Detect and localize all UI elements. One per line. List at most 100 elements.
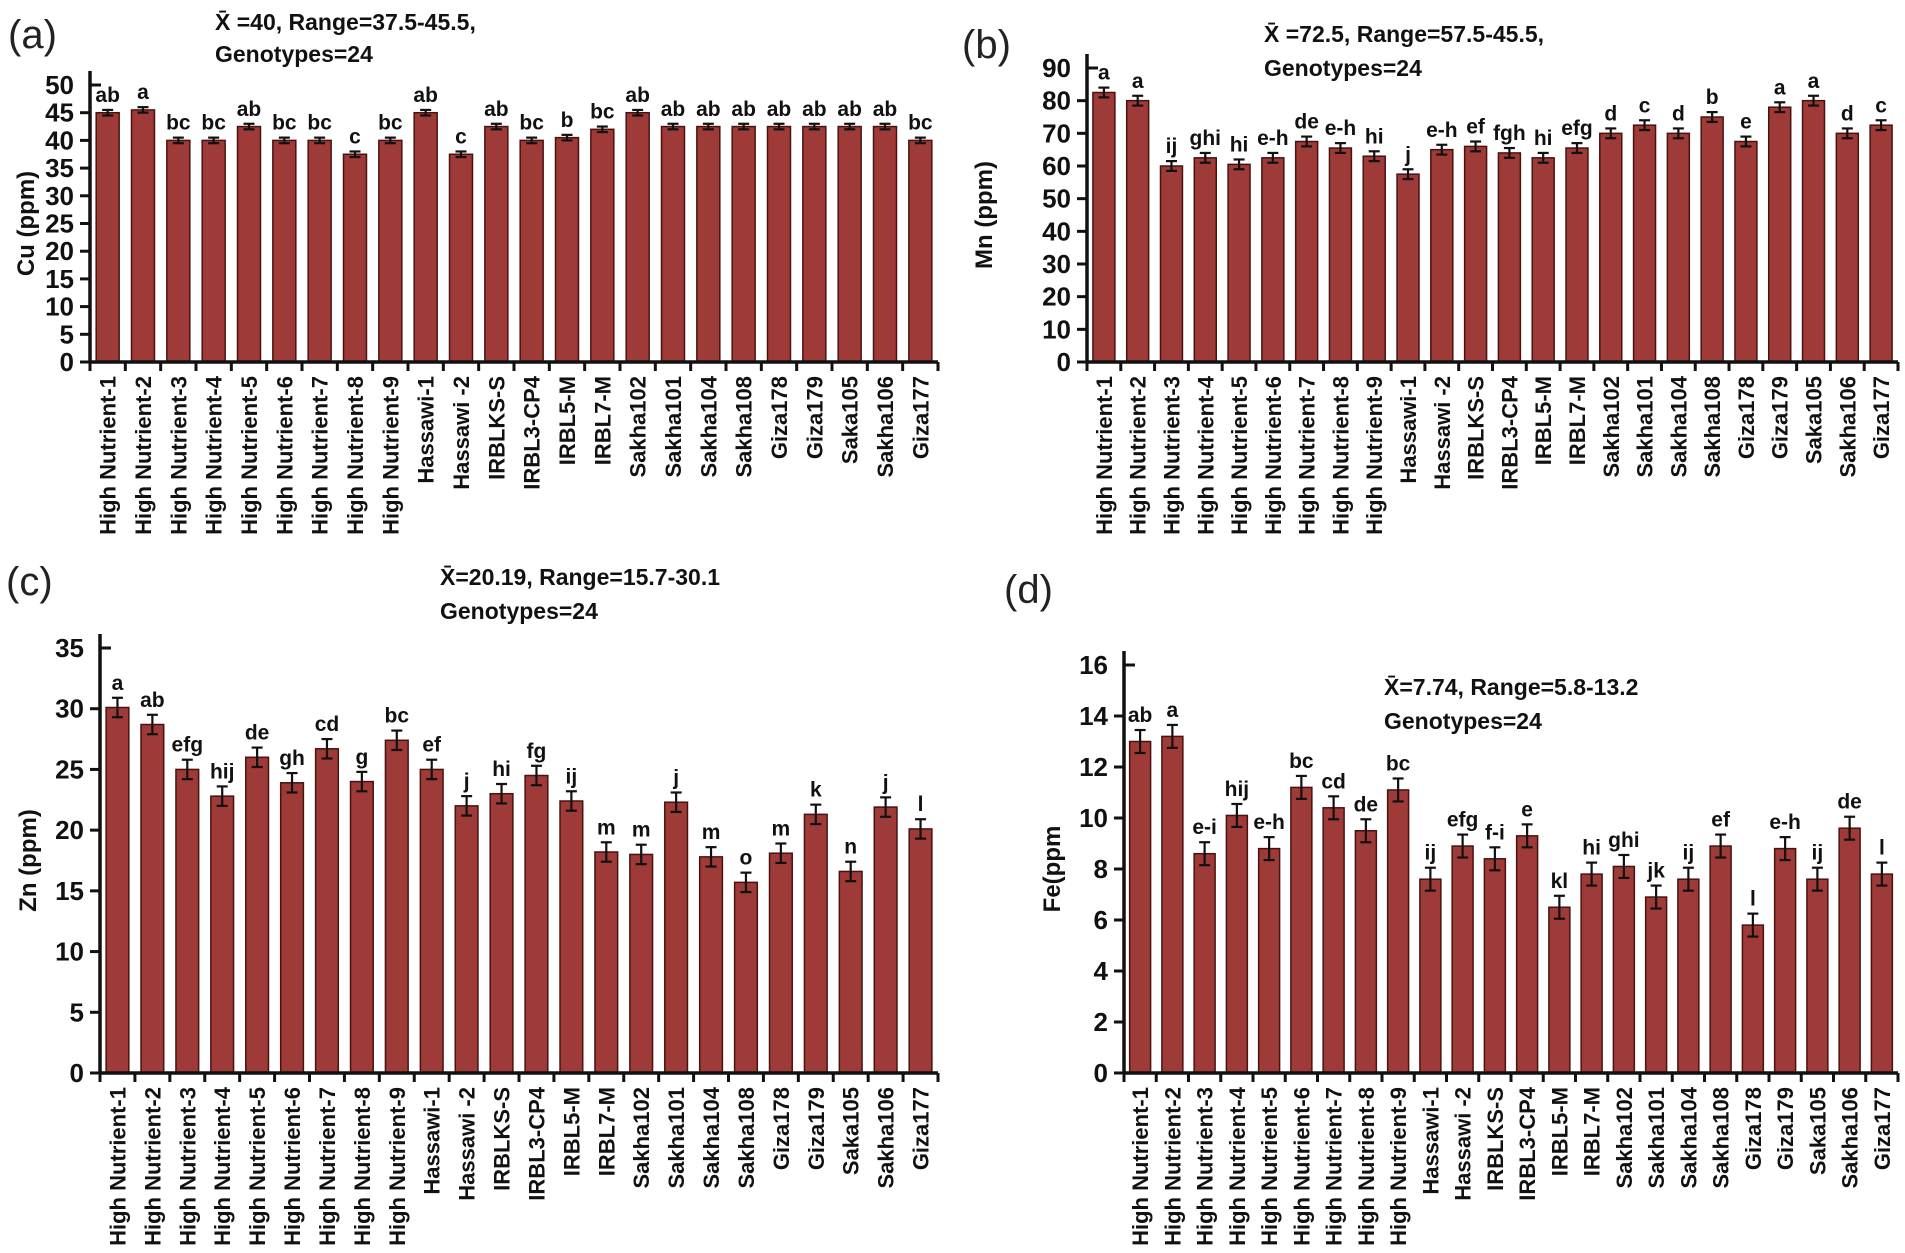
x-tick-label: Sakha106	[1835, 376, 1860, 478]
x-tick-label: Sakha108	[1700, 376, 1725, 478]
x-tick-label: IRBLKS-S	[484, 376, 509, 480]
significance-letter: ab	[661, 98, 686, 121]
bar	[130, 109, 156, 363]
bar	[166, 139, 191, 363]
x-tick-label: High Nutrient-9	[378, 376, 403, 535]
significance-letter: bc	[1386, 752, 1411, 775]
significance-letter: m	[632, 819, 651, 842]
x-tick-label: High Nutrient-3	[1159, 376, 1184, 535]
x-tick-label: Saka105	[838, 376, 863, 464]
x-tick-label: High Nutrient-4	[210, 1086, 235, 1246]
significance-letter: hi	[492, 758, 511, 781]
x-tick-label: High Nutrient-9	[1386, 1087, 1411, 1246]
x-tick-label: IRBLKS-S	[1483, 1087, 1508, 1191]
significance-letter: d	[1604, 102, 1617, 125]
significance-letter: ij	[1425, 842, 1437, 865]
x-tick-label: Hassawi-1	[414, 376, 439, 484]
significance-letter: fg	[527, 740, 547, 763]
significance-letter: e	[1521, 798, 1533, 821]
bar	[1483, 858, 1507, 1074]
chart-title-line: Genotypes=24	[1384, 708, 1542, 734]
chart-title-line: Genotypes=24	[1264, 55, 1422, 81]
x-tick-label: Sakha101	[661, 376, 686, 478]
bar	[307, 139, 332, 363]
x-tick-label: High Nutrient-7	[1322, 1087, 1347, 1246]
x-tick-label: High Nutrient-8	[343, 376, 368, 535]
significance-letter: bc	[908, 112, 933, 135]
bar	[1741, 924, 1765, 1074]
x-tick-label: High Nutrient-2	[140, 1087, 165, 1246]
chart-panel-d-fe: (d) X̄=7.74, Range=5.8-13.2 Genotypes=24 Fe…	[1004, 568, 1900, 1246]
y-tick-label: 0	[70, 1058, 84, 1088]
x-tick-label: Sakha102	[1599, 376, 1624, 478]
y-tick-label: 10	[1079, 803, 1108, 833]
y-tick-label: 0	[60, 347, 74, 377]
x-tick-label: High Nutrient-6	[1289, 1087, 1314, 1246]
bar	[1515, 835, 1539, 1074]
bar	[594, 851, 619, 1074]
bar	[873, 806, 898, 1074]
x-tick-label: Saka105	[839, 1087, 864, 1175]
x-tick-label: Giza179	[1773, 1087, 1798, 1170]
y-tick-label: 30	[45, 181, 74, 211]
x-tick-label: High Nutrient-7	[308, 376, 333, 535]
x-tick-label: Hassawi-1	[1418, 1087, 1443, 1195]
x-tick-label: Hassawi-1	[1396, 376, 1421, 484]
x-tick-label: IRBL5-M	[1531, 376, 1556, 465]
chart-title-line: Genotypes=24	[215, 41, 373, 67]
bar	[698, 856, 724, 1074]
significance-letter: kl	[1551, 870, 1569, 893]
significance-letter: efg	[1561, 117, 1593, 140]
x-tick-label: IRBLKS-S	[1464, 376, 1489, 480]
bar	[625, 111, 650, 363]
x-tick-label: Sakha101	[664, 1087, 689, 1189]
significance-letter: b	[561, 109, 574, 132]
x-tick-label: Sakha104	[696, 375, 721, 477]
x-tick-label: High Nutrient-7	[315, 1087, 340, 1246]
x-tick-label: High Nutrient-4	[1225, 1086, 1250, 1246]
x-tick-label: IRBL7-M	[594, 1087, 619, 1176]
x-tick-label: Hassawi-1	[420, 1087, 445, 1195]
significance-letter: hi	[1534, 127, 1553, 150]
significance-letter: de	[245, 722, 270, 745]
x-tick-label: High Nutrient-3	[1193, 1087, 1218, 1246]
x-tick-label: Sakha102	[1612, 1087, 1637, 1189]
chart-panel-a-cu: (a) X̄ =40, Range=37.5-45.5, Genotypes=24 C…	[8, 9, 940, 535]
significance-letter: hij	[210, 760, 235, 783]
significance-letter: a	[1774, 76, 1786, 99]
bar	[1290, 786, 1313, 1074]
significance-letter: l	[1750, 888, 1756, 911]
x-tick-label: High Nutrient-6	[1261, 376, 1286, 535]
bar	[590, 128, 615, 363]
bar	[448, 153, 474, 363]
significance-letter: bc	[519, 112, 544, 135]
x-tick-label: Giza179	[802, 376, 827, 459]
significance-letter: c	[1875, 94, 1887, 117]
x-tick-label: Sakha104	[1676, 1086, 1701, 1188]
significance-letter: hi	[1365, 125, 1384, 148]
x-tick-label: High Nutrient-8	[1328, 376, 1353, 535]
significance-letter: ef	[422, 734, 442, 757]
x-tick-label: Sakha101	[1633, 376, 1658, 478]
x-tick-label: Hassawi -2	[455, 1087, 480, 1201]
x-tick-label: High Nutrient-3	[166, 376, 191, 535]
bar	[838, 870, 863, 1074]
y-axis-label: Mn (ppm)	[971, 161, 998, 269]
bar	[559, 800, 584, 1074]
x-tick-label: High Nutrient-9	[1362, 376, 1387, 535]
y-tick-label: 12	[1079, 752, 1108, 782]
y-tick-label: 35	[55, 633, 84, 663]
bar	[1362, 155, 1386, 363]
chart-panel-b-mn: (b) X̄ =72.5, Range=57.5-45.5, Genotypes=2…	[962, 21, 1900, 535]
significance-letter: b	[1706, 86, 1719, 109]
y-tick-label: 70	[1042, 118, 1071, 148]
bar	[802, 125, 827, 363]
bar	[524, 774, 549, 1074]
x-tick-label: Giza178	[767, 376, 792, 459]
x-tick-label: High Nutrient-5	[1227, 376, 1252, 535]
x-tick-label: High Nutrient-5	[237, 376, 262, 535]
bar	[489, 792, 514, 1074]
significance-letter: l	[1879, 837, 1885, 860]
bar	[1193, 852, 1216, 1074]
bar	[454, 805, 479, 1074]
